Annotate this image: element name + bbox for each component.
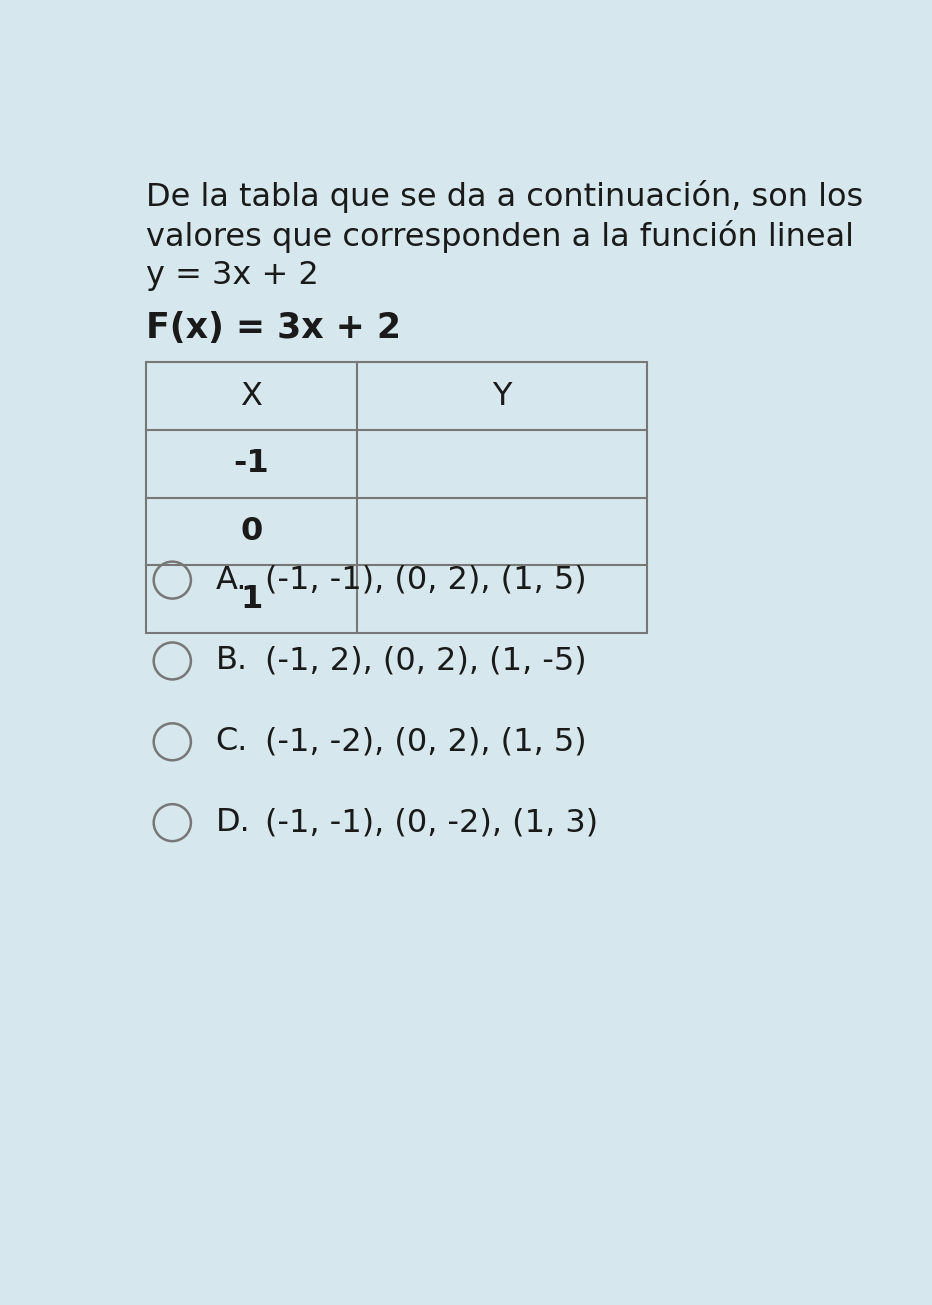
Text: (-1, -1), (0, -2), (1, 3): (-1, -1), (0, -2), (1, 3)	[266, 808, 598, 838]
Bar	[146, 363, 648, 633]
Text: 1: 1	[240, 583, 263, 615]
Text: y = 3x + 2: y = 3x + 2	[146, 260, 319, 291]
Text: X: X	[240, 381, 262, 411]
Text: (-1, -2), (0, 2), (1, 5): (-1, -2), (0, 2), (1, 5)	[266, 727, 587, 757]
Text: D.: D.	[215, 808, 251, 838]
Text: valores que corresponden a la función lineal: valores que corresponden a la función li…	[146, 219, 854, 253]
Text: Y: Y	[492, 381, 512, 411]
Text: A.: A.	[215, 565, 247, 595]
Text: 0: 0	[240, 515, 263, 547]
Text: -1: -1	[233, 449, 269, 479]
Text: F(x) = 3x + 2: F(x) = 3x + 2	[146, 311, 401, 345]
Text: C.: C.	[215, 727, 248, 757]
Text: B.: B.	[215, 646, 248, 676]
Text: De la tabla que se da a continuación, son los: De la tabla que se da a continuación, so…	[146, 180, 863, 213]
Text: (-1, -1), (0, 2), (1, 5): (-1, -1), (0, 2), (1, 5)	[266, 565, 587, 595]
Text: (-1, 2), (0, 2), (1, -5): (-1, 2), (0, 2), (1, -5)	[266, 646, 587, 676]
